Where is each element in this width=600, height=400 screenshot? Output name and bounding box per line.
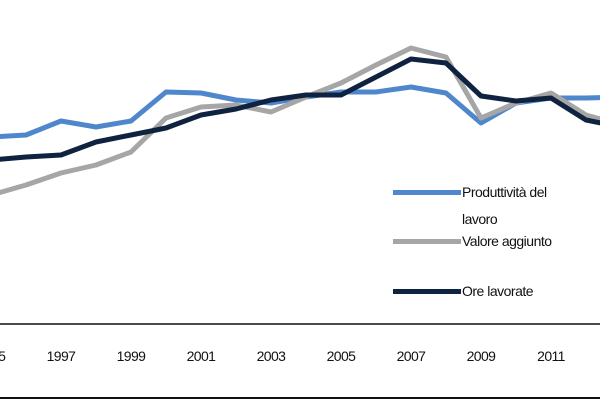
x-tick-label: 2009 <box>467 348 497 364</box>
x-tick-label: 1999 <box>117 348 147 364</box>
x-tick-label: 1997 <box>47 348 77 364</box>
legend-swatch-valore-aggiunto <box>393 239 461 244</box>
legend-swatch-ore-lavorate <box>393 289 461 294</box>
x-tick-label: 2003 <box>257 348 287 364</box>
x-tick-label: 1995 <box>0 348 6 364</box>
legend-swatch-produttivita <box>393 190 461 195</box>
legend-label-produttivita: Produttività del <box>462 184 547 200</box>
x-tick-label: 2007 <box>397 348 427 364</box>
series-line-2 <box>0 56 600 162</box>
legend-label-ore-lavorate: Ore lavorate <box>462 283 534 299</box>
legend-label-produttivita-line2: lavoro <box>462 211 498 227</box>
x-tick-label: 2005 <box>327 348 357 364</box>
x-tick-label: 2001 <box>187 348 217 364</box>
series-line-1 <box>0 45 600 196</box>
legend-label-valore-aggiunto: Valore aggiunto <box>462 233 552 249</box>
x-tick-label: 2011 <box>537 348 566 364</box>
